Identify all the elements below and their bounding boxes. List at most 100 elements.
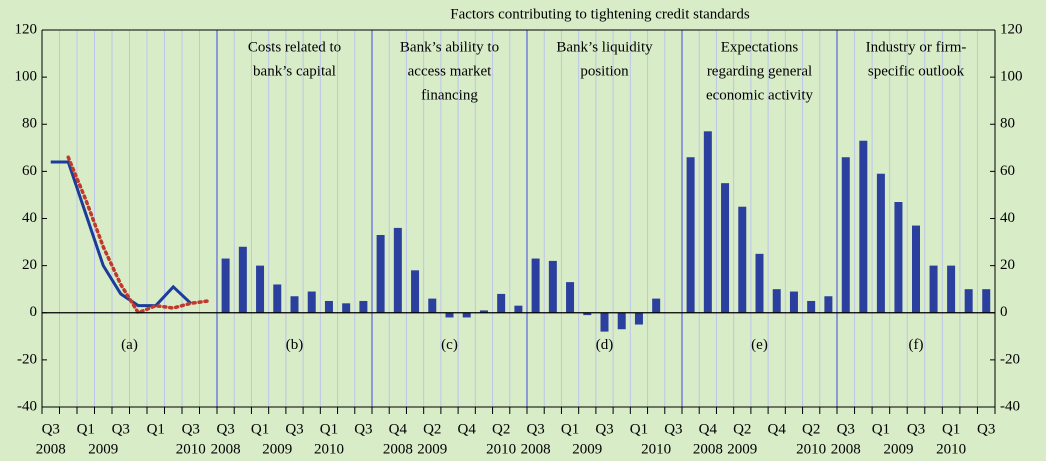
y-tick-label: 40 <box>22 210 37 226</box>
bar <box>859 140 868 313</box>
bar <box>824 296 833 313</box>
bar <box>686 157 695 313</box>
panel-label: (a) <box>121 337 138 353</box>
bar <box>703 131 712 313</box>
bar <box>238 246 247 313</box>
panel-label: (d) <box>596 337 614 353</box>
bar <box>566 282 575 313</box>
bar <box>841 157 850 313</box>
x-tick-label: Q3 <box>664 421 682 437</box>
panel-title: financing <box>421 87 478 103</box>
x-year-label: 2008 <box>521 441 551 457</box>
x-year-label: 2010 <box>176 441 206 457</box>
x-year-label: 2010 <box>796 441 826 457</box>
chart-title: Factors contributing to tightening credi… <box>450 6 750 22</box>
bar <box>721 183 730 313</box>
bar <box>290 296 299 313</box>
bar <box>462 312 471 318</box>
x-tick-label: Q3 <box>42 421 60 437</box>
y-tick-label: 60 <box>22 163 37 179</box>
x-year-label: 2009 <box>262 441 292 457</box>
x-tick-label: Q3 <box>837 421 855 437</box>
x-year-label: 2009 <box>883 441 913 457</box>
y-tick-label: 80 <box>22 116 37 132</box>
bar <box>428 298 437 313</box>
bar <box>634 312 643 325</box>
panel-title: Costs related to <box>248 39 341 55</box>
y2-tick-label: 0 <box>1000 304 1008 320</box>
bar <box>876 173 885 313</box>
bar <box>789 291 798 313</box>
y-tick-label: 0 <box>30 304 38 320</box>
bar <box>411 270 420 313</box>
panel-label: (b) <box>286 337 304 353</box>
x-tick-label: Q2 <box>423 421 441 437</box>
y2-tick-label: 40 <box>1000 210 1015 226</box>
panel-label: (e) <box>751 337 768 353</box>
x-tick-label: Q1 <box>630 421 648 437</box>
bar <box>514 305 523 313</box>
bar <box>912 225 920 313</box>
x-tick-label: Q2 <box>802 421 820 437</box>
y-tick-label: -40 <box>17 398 37 414</box>
y-tick-label: 20 <box>22 257 37 273</box>
y2-tick-label: 80 <box>1000 116 1015 132</box>
y-tick-label: -20 <box>17 351 37 367</box>
bar <box>600 312 609 332</box>
x-tick-label: Q3 <box>285 421 303 437</box>
x-year-label: 2008 <box>693 441 723 457</box>
panel-title: specific outlook <box>868 63 965 79</box>
x-year-label: 2010 <box>314 441 344 457</box>
bar <box>256 265 265 313</box>
x-tick-label: Q3 <box>595 421 613 437</box>
x-year-label: 2008 <box>831 441 861 457</box>
x-tick-label: Q1 <box>77 421 95 437</box>
bar <box>221 258 230 313</box>
x-tick-label: Q3 <box>907 421 925 437</box>
x-tick-label: Q3 <box>112 421 130 437</box>
panel-label: (c) <box>441 337 458 353</box>
panel-title: position <box>580 63 629 79</box>
x-tick-label: Q1 <box>320 421 338 437</box>
x-tick-label: Q3 <box>182 421 200 437</box>
panel-title: Expectations <box>721 39 799 55</box>
y-tick-label: 120 <box>15 21 38 37</box>
bar <box>982 289 991 313</box>
bar <box>964 289 973 313</box>
bar <box>755 253 764 313</box>
x-tick-label: Q1 <box>147 421 165 437</box>
panel-label: (f) <box>909 337 924 353</box>
x-year-label: 2009 <box>417 441 447 457</box>
bar <box>273 284 282 313</box>
y2-tick-label: -40 <box>1000 398 1020 414</box>
bar <box>548 260 557 313</box>
x-tick-label: Q3 <box>526 421 544 437</box>
bar <box>947 265 956 313</box>
x-year-label: 2008 <box>383 441 413 457</box>
panel-title: bank’s capital <box>253 63 336 79</box>
x-year-label: 2009 <box>572 441 602 457</box>
x-tick-label: Q3 <box>216 421 234 437</box>
x-tick-label: Q4 <box>458 421 477 437</box>
panel-title: Bank’s liquidity <box>556 39 653 55</box>
x-tick-label: Q2 <box>492 421 510 437</box>
bar <box>617 312 626 330</box>
bar <box>531 258 540 313</box>
y-tick-label: 100 <box>15 69 38 85</box>
bar <box>738 206 747 313</box>
panel-title: economic activity <box>706 87 814 103</box>
panel-title: Bank’s ability to <box>400 39 499 55</box>
x-year-label: 2010 <box>486 441 516 457</box>
x-tick-label: Q3 <box>977 421 995 437</box>
x-tick-label: Q4 <box>699 421 718 437</box>
x-year-label: 2010 <box>936 441 966 457</box>
x-tick-label: Q1 <box>251 421 269 437</box>
bar <box>479 310 488 313</box>
bar <box>772 289 781 313</box>
y2-tick-label: 20 <box>1000 257 1015 273</box>
x-tick-label: Q3 <box>354 421 372 437</box>
bar <box>393 227 402 313</box>
x-year-label: 2009 <box>88 441 118 457</box>
x-year-label: 2009 <box>727 441 757 457</box>
